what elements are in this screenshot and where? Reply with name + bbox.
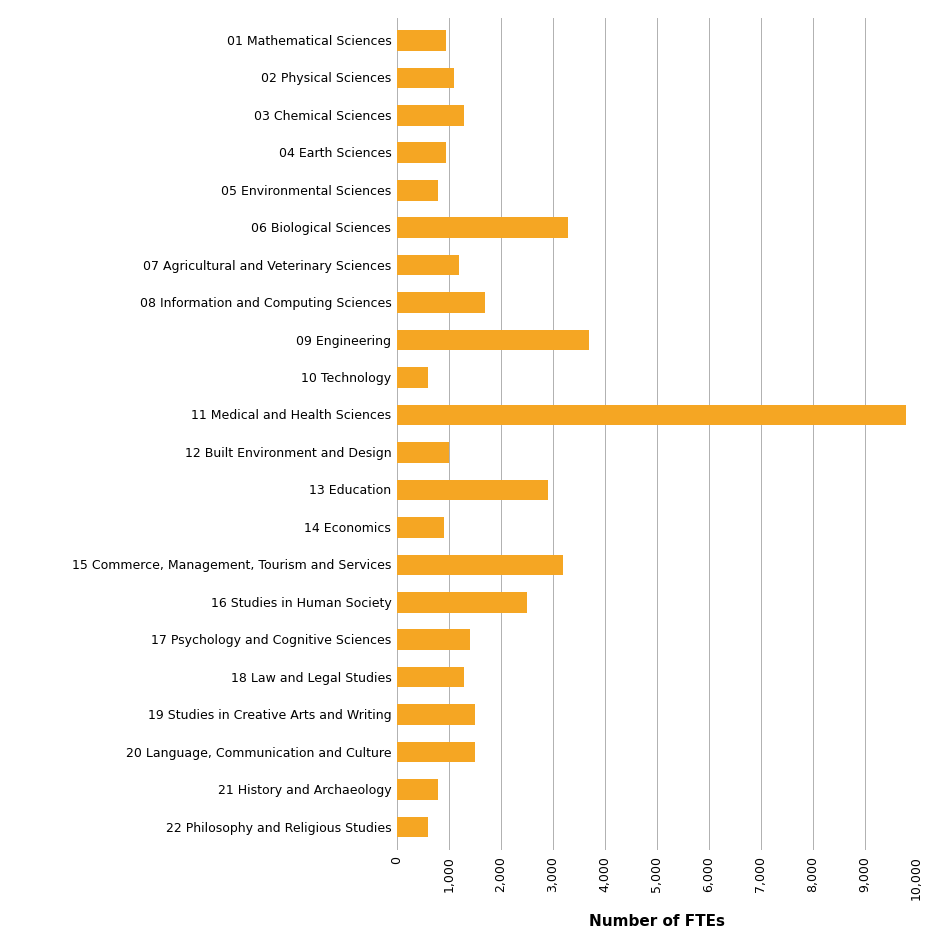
- X-axis label: Number of FTEs: Number of FTEs: [588, 913, 724, 928]
- Bar: [396, 330, 589, 351]
- Bar: [396, 517, 443, 538]
- Bar: [396, 592, 526, 613]
- Bar: [396, 667, 464, 688]
- Bar: [396, 218, 567, 239]
- Bar: [396, 69, 453, 89]
- Bar: [396, 480, 548, 500]
- Bar: [396, 817, 428, 837]
- Bar: [396, 180, 438, 201]
- Bar: [396, 405, 905, 426]
- Bar: [396, 143, 446, 164]
- Bar: [396, 704, 474, 725]
- Bar: [396, 256, 459, 277]
- Bar: [396, 742, 474, 763]
- Bar: [396, 368, 428, 388]
- Bar: [396, 443, 448, 464]
- Bar: [396, 780, 438, 800]
- Bar: [396, 106, 464, 126]
- Bar: [396, 31, 446, 52]
- Bar: [396, 630, 469, 650]
- Bar: [396, 293, 485, 313]
- Bar: [396, 555, 563, 576]
